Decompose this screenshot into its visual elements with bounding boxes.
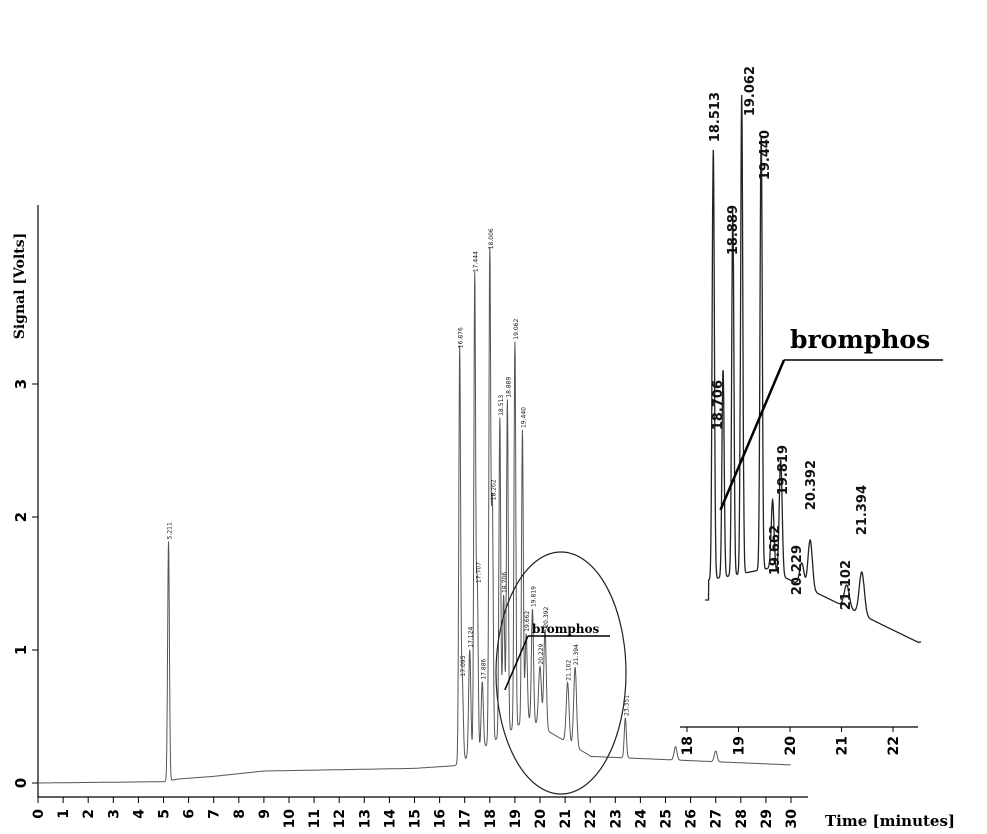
main-bromphos-callout: bromphos bbox=[504, 622, 610, 691]
inset-signal-line bbox=[705, 94, 922, 644]
x-tick-label: 30 bbox=[784, 809, 800, 829]
main-peak-label: 21.102 bbox=[566, 660, 573, 681]
x-tick-label: 1 bbox=[56, 809, 72, 819]
main-peak-label: 17.095 bbox=[460, 655, 467, 676]
x-tick-label: 7 bbox=[207, 809, 223, 819]
x-tick-label: 6 bbox=[182, 809, 198, 819]
main-peak-label: 17.444 bbox=[473, 251, 480, 272]
x-tick-label: 22 bbox=[583, 809, 599, 828]
x-tick-label: 10 bbox=[282, 809, 298, 829]
x-tick-label: 21 bbox=[558, 809, 574, 828]
main-peak-label: 18.006 bbox=[488, 228, 495, 249]
x-tick-label: 19 bbox=[508, 809, 524, 828]
main-peak-label: 20.392 bbox=[543, 606, 550, 627]
x-tick-label: 20 bbox=[533, 809, 549, 829]
inset-x-tick-label: 19 bbox=[732, 736, 748, 755]
inset-peak-label: 18.706 bbox=[711, 380, 726, 430]
inset-x-tick-label: 21 bbox=[835, 736, 851, 755]
main-peak-label: 5.211 bbox=[167, 522, 174, 539]
main-peak-label: 18.889 bbox=[505, 377, 512, 398]
main-peak-label: 21.394 bbox=[573, 644, 580, 665]
y-axis-title: Signal [Volts] bbox=[12, 233, 28, 340]
inset-chart: 18 19 20 21 22 18.513 18.706 18.889 19.06219.440… bbox=[680, 66, 943, 755]
x-tick-label: 18 bbox=[483, 809, 499, 828]
x-tick-label: 0 bbox=[31, 809, 47, 819]
main-peak-label: 17.886 bbox=[480, 658, 487, 679]
x-tick-label: 17 bbox=[458, 809, 474, 828]
inset-peak-label: 18.513 bbox=[708, 92, 723, 142]
x-tick-label: 8 bbox=[232, 809, 248, 819]
y-tick-label: 2 bbox=[12, 512, 30, 522]
main-peak-label: 18.513 bbox=[498, 395, 505, 416]
x-tick-label: 4 bbox=[131, 809, 147, 819]
inset-peak-label: 20.229 bbox=[790, 545, 805, 595]
main-peak-label: 19.440 bbox=[520, 407, 527, 428]
main-callout-text: bromphos bbox=[532, 622, 600, 636]
x-tick-label: 12 bbox=[332, 809, 348, 828]
main-signal-line bbox=[38, 246, 791, 784]
main-peak-label: 19.062 bbox=[513, 319, 520, 340]
x-axis-title: Time [minutes] bbox=[825, 812, 955, 830]
x-tick-label: 25 bbox=[659, 809, 675, 828]
main-trace bbox=[38, 246, 791, 784]
main-peak-label: 18.706 bbox=[502, 572, 509, 593]
inset-peak-label: 19.062 bbox=[743, 66, 758, 116]
main-peak-label: 16.876 bbox=[458, 327, 465, 348]
x-tick-label: 9 bbox=[257, 809, 273, 819]
x-tick-label: 27 bbox=[709, 809, 725, 828]
inset-peak-label: 21.394 bbox=[855, 485, 870, 535]
inset-callout-text: bromphos bbox=[790, 325, 930, 354]
inset-peak-label: 19.440 bbox=[758, 130, 773, 180]
inset-peak-label: 18.889 bbox=[726, 205, 741, 255]
x-tick-label: 29 bbox=[759, 809, 775, 828]
y-tick-label: 1 bbox=[12, 645, 30, 655]
y-tick-label: 0 bbox=[12, 778, 30, 788]
main-peak-label: 20.229 bbox=[538, 643, 545, 664]
inset-x-tick-label: 20 bbox=[783, 736, 799, 756]
main-axes: 0 1 2 3 4 5 6 7 8 9 10 11 12 13 14 15 16 17 18 19 20 21 22 23 24… bbox=[12, 205, 955, 830]
main-callout-leader bbox=[504, 635, 529, 691]
main-peak-label: 23.351 bbox=[623, 695, 630, 716]
inset-x-tick-label: 18 bbox=[680, 736, 696, 755]
x-tick-label: 13 bbox=[357, 809, 373, 828]
inset-x-tick-label: 22 bbox=[886, 736, 902, 755]
x-tick-label: 2 bbox=[81, 809, 97, 819]
main-peak-label: 19.819 bbox=[530, 586, 537, 607]
inset-peak-label: 19.662 bbox=[768, 525, 783, 575]
bromphos-highlight-ellipse bbox=[495, 551, 627, 795]
x-tick-label: 28 bbox=[734, 809, 750, 828]
inset-peak-label: 20.392 bbox=[804, 460, 819, 510]
x-tick-label: 5 bbox=[157, 809, 173, 819]
main-peak-label: 18.202 bbox=[490, 479, 497, 500]
inset-peak-label: 21.102 bbox=[839, 560, 854, 610]
x-tick-label: 11 bbox=[307, 809, 323, 828]
inset-peak-label: 19.819 bbox=[776, 445, 791, 495]
y-tick-label: 3 bbox=[12, 379, 30, 389]
x-tick-label: 23 bbox=[608, 809, 624, 828]
x-tick-label: 24 bbox=[633, 809, 649, 829]
main-peak-label: 17.707 bbox=[475, 562, 482, 583]
main-peak-label: 17.124 bbox=[468, 627, 475, 648]
x-tick-label: 15 bbox=[408, 809, 424, 828]
inset-callout-leader bbox=[719, 359, 786, 511]
x-tick-label: 16 bbox=[433, 809, 449, 828]
x-tick-label: 3 bbox=[106, 809, 122, 819]
main-peak-label: 19.662 bbox=[524, 611, 531, 632]
x-tick-label: 26 bbox=[684, 809, 700, 828]
x-tick-label: 14 bbox=[382, 809, 398, 829]
